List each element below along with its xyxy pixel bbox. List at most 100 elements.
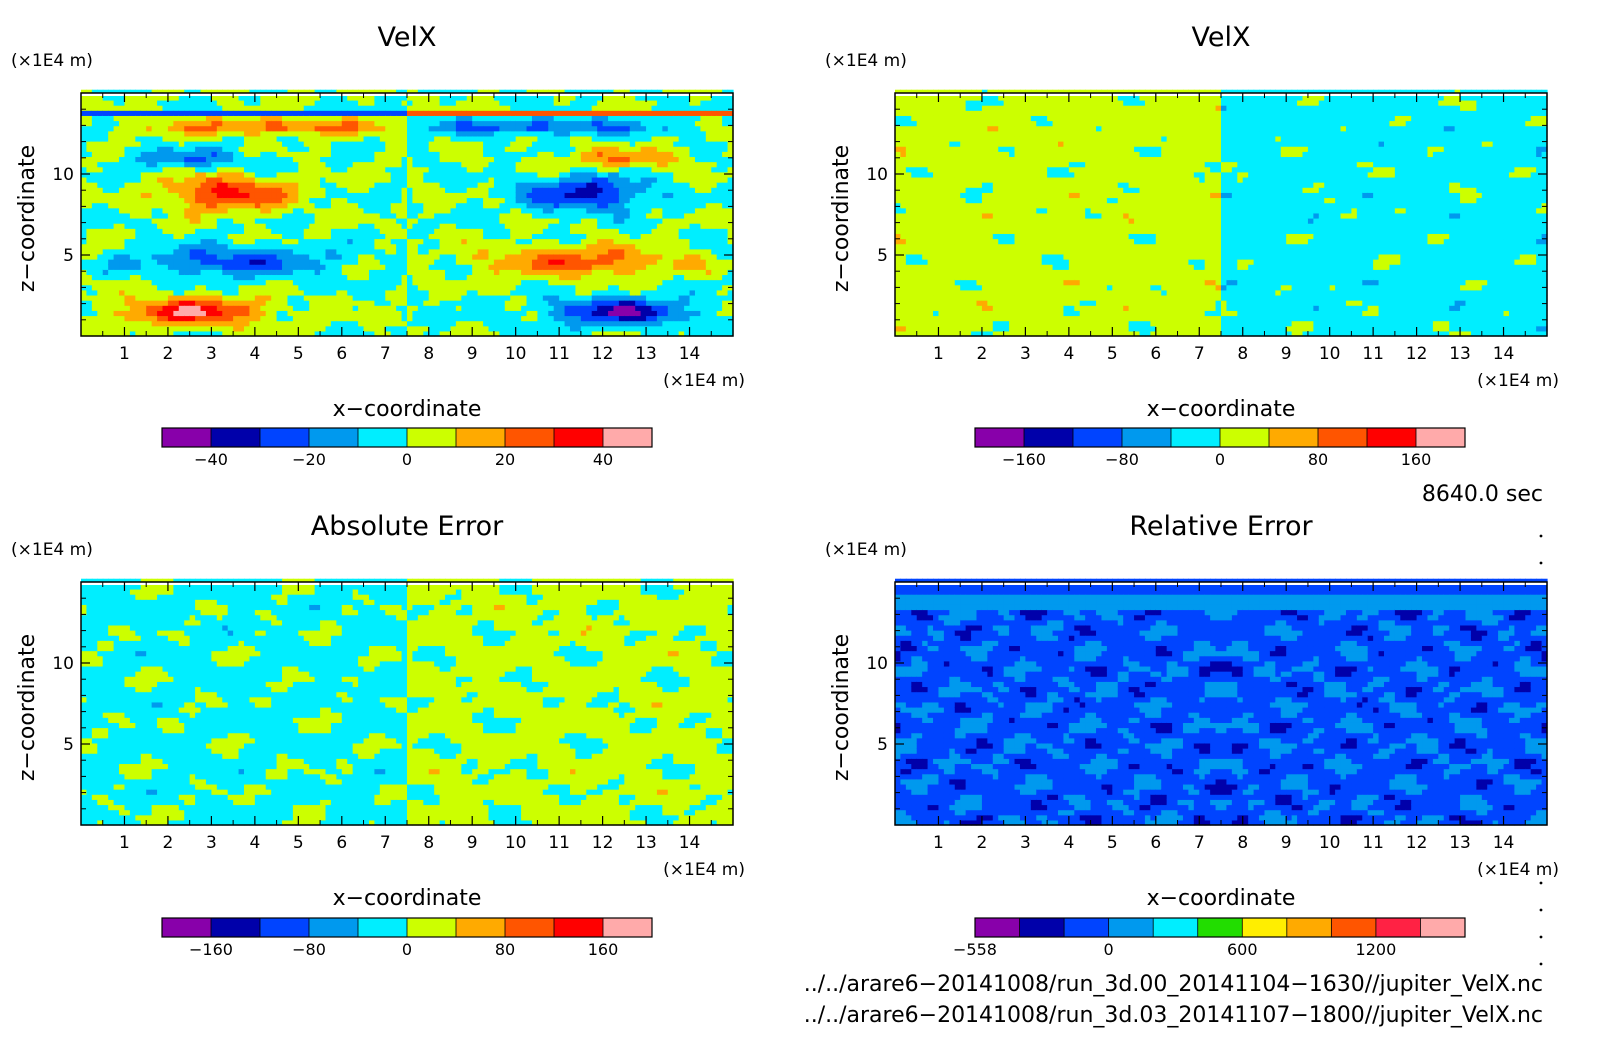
contour-cell xyxy=(287,115,294,122)
contour-cell xyxy=(157,315,164,322)
contour-cell xyxy=(320,115,327,122)
contour-cell xyxy=(271,130,278,137)
contour-cell xyxy=(249,305,256,311)
contour-cell xyxy=(553,264,560,270)
contour-cell xyxy=(173,166,180,173)
contour-cell xyxy=(477,146,484,152)
contour-cell xyxy=(602,182,609,188)
contour-cell xyxy=(548,320,555,327)
contour-cell xyxy=(559,325,566,332)
contour-cell xyxy=(618,94,625,101)
contour-cell xyxy=(222,264,229,270)
contour-cell xyxy=(439,156,446,163)
contour-cell xyxy=(407,146,414,152)
contour-cell xyxy=(260,325,267,332)
contour-cell xyxy=(580,253,587,260)
contour-cell xyxy=(91,120,98,127)
contour-cell xyxy=(363,233,370,240)
contour-cell xyxy=(254,310,261,317)
contour-cell xyxy=(287,135,294,142)
contour-cell xyxy=(499,146,506,152)
contour-cell xyxy=(113,259,120,265)
contour-cell xyxy=(439,248,446,255)
contour-cell xyxy=(504,151,511,158)
contour-cell xyxy=(146,243,153,250)
contour-cell xyxy=(602,120,609,127)
contour-cell xyxy=(488,176,495,183)
contour-cell xyxy=(303,330,310,337)
contour-cell xyxy=(564,182,571,188)
contour-cell xyxy=(211,294,218,301)
contour-cell xyxy=(227,166,234,173)
contour-cell xyxy=(635,238,642,245)
contour-cell xyxy=(249,156,256,163)
contour-cell xyxy=(238,99,245,106)
contour-cell xyxy=(200,171,207,178)
contour-cell xyxy=(640,146,647,152)
contour-cell xyxy=(238,141,245,147)
contour-cell xyxy=(287,130,294,137)
contour-cell xyxy=(119,166,126,173)
contour-cell xyxy=(222,305,229,311)
contour-cell xyxy=(227,94,234,101)
contour-cell xyxy=(347,217,354,224)
contour-cell xyxy=(189,130,196,137)
contour-cell xyxy=(472,166,479,173)
contour-cell xyxy=(445,243,452,250)
contour-cell xyxy=(298,248,305,255)
contour-cell xyxy=(173,120,180,127)
contour-cell xyxy=(445,233,452,240)
contour-cell xyxy=(216,305,223,311)
contour-cell xyxy=(97,161,104,168)
contour-cell xyxy=(477,141,484,147)
contour-cell xyxy=(575,197,582,204)
contour-cell xyxy=(249,289,256,296)
contour-cell xyxy=(265,228,272,234)
contour-cell xyxy=(640,171,647,178)
contour-cell xyxy=(428,105,435,111)
contour-cell xyxy=(363,330,370,337)
contour-cell xyxy=(483,141,490,147)
contour-cell xyxy=(493,320,500,327)
contour-cell xyxy=(504,99,511,106)
contour-cell xyxy=(216,151,223,158)
contour-cell xyxy=(450,105,457,111)
contour-cell xyxy=(347,99,354,106)
contour-cell xyxy=(184,166,191,173)
contour-cell xyxy=(591,259,598,265)
contour-cell xyxy=(417,330,424,337)
contour-cell xyxy=(282,105,289,111)
contour-cell xyxy=(102,248,109,255)
contour-cell xyxy=(309,274,316,281)
contour-cell xyxy=(287,110,294,116)
contour-cell xyxy=(640,94,647,101)
contour-cell xyxy=(129,197,136,204)
contour-cell xyxy=(97,305,104,311)
contour-cell xyxy=(635,110,642,116)
contour-cell xyxy=(396,253,403,260)
contour-cell xyxy=(249,161,256,168)
contour-cell xyxy=(195,264,202,270)
contour-cell xyxy=(629,176,636,183)
contour-cell xyxy=(591,202,598,209)
contour-cell xyxy=(483,156,490,163)
contour-cell xyxy=(526,238,533,245)
contour-cell xyxy=(368,99,375,106)
contour-cell xyxy=(244,217,251,224)
contour-cell xyxy=(173,294,180,301)
contour-cell xyxy=(135,294,142,301)
contour-cell xyxy=(205,305,212,311)
contour-cell xyxy=(608,110,615,116)
contour-cell xyxy=(91,300,98,306)
contour-cell xyxy=(124,228,131,234)
contour-cell xyxy=(211,110,218,116)
contour-cell xyxy=(352,197,359,204)
contour-cell xyxy=(613,228,620,234)
contour-cell xyxy=(254,120,261,127)
contour-cell xyxy=(445,156,452,163)
contour-cell xyxy=(102,115,109,122)
contour-cell xyxy=(374,217,381,224)
contour-cell xyxy=(401,110,408,116)
contour-cell xyxy=(124,284,131,291)
contour-cell xyxy=(602,125,609,132)
